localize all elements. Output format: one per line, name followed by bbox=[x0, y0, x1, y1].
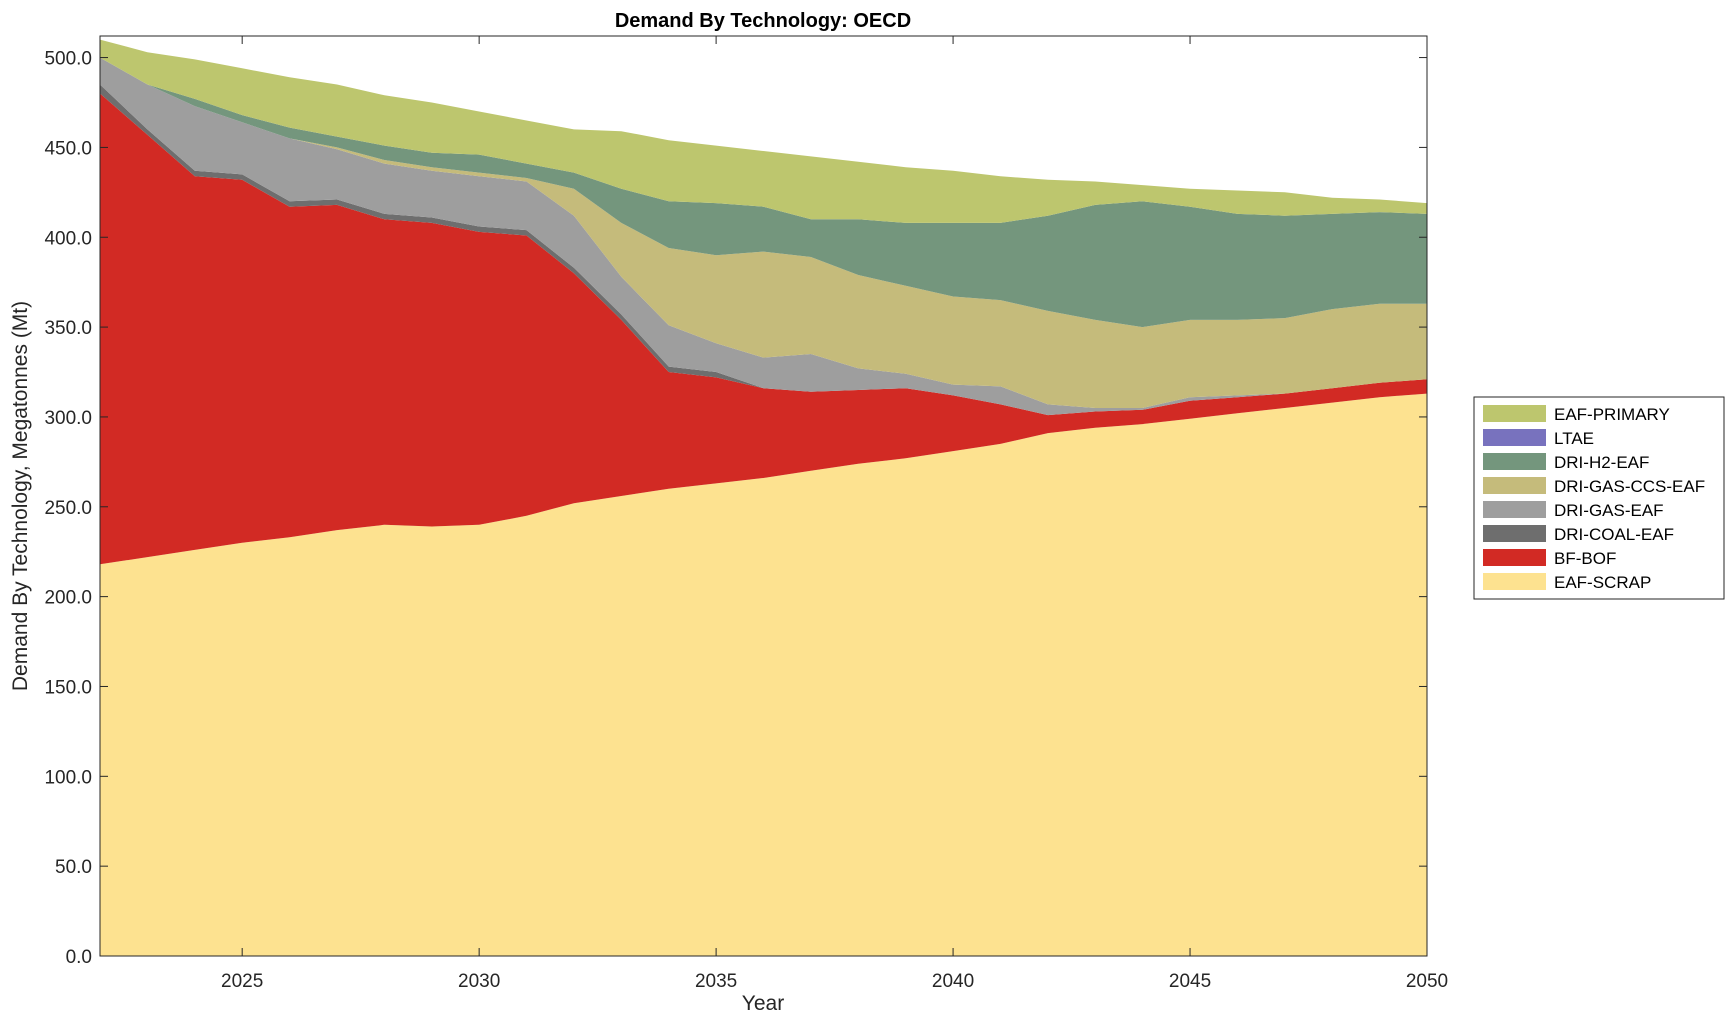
chart-title: Demand By Technology: OECD bbox=[615, 10, 911, 32]
x-tick-label: 2045 bbox=[1169, 971, 1211, 992]
y-tick-label: 300.0 bbox=[44, 408, 92, 429]
y-tick-label: 0.0 bbox=[66, 947, 92, 968]
legend-swatch-ltae bbox=[1483, 429, 1546, 446]
x-tick-label: 2040 bbox=[932, 971, 974, 992]
legend-swatch-eaf-scrap bbox=[1483, 573, 1546, 590]
legend-swatch-dri-h2-eaf bbox=[1483, 453, 1546, 470]
y-tick-label: 350.0 bbox=[44, 318, 92, 339]
area-eaf-scrap bbox=[100, 393, 1427, 957]
y-tick-label: 400.0 bbox=[44, 228, 92, 249]
y-axis-label: Demand By Technology, Megatonnes (Mt) bbox=[9, 301, 32, 691]
legend-label-bf-bof: BF-BOF bbox=[1554, 549, 1616, 568]
legend-swatch-eaf-primary bbox=[1483, 405, 1546, 422]
legend-label-ltae: LTAE bbox=[1554, 429, 1594, 448]
legend-swatch-bf-bof bbox=[1483, 549, 1546, 566]
x-axis-label: Year bbox=[742, 992, 784, 1015]
y-axis: 0.0 50.0 100.0 150.0 200.0 250.0 300.0 350.0 400… bbox=[44, 49, 1427, 968]
legend-swatch-dri-gas-ccs-eaf bbox=[1483, 477, 1546, 494]
plot-frame bbox=[99, 35, 1428, 957]
y-tick-label: 150.0 bbox=[44, 677, 92, 698]
x-tick-label: 2050 bbox=[1406, 971, 1448, 992]
y-tick-label: 200.0 bbox=[44, 588, 92, 609]
area-eaf-primary bbox=[100, 39, 1427, 223]
legend-label-dri-gas-eaf: DRI-GAS-EAF bbox=[1554, 501, 1664, 520]
y-tick-label: 450.0 bbox=[44, 138, 92, 159]
legend-swatch-dri-coal-eaf bbox=[1483, 525, 1546, 542]
legend-box bbox=[1473, 396, 1725, 600]
y-tick-label: 500.0 bbox=[44, 49, 92, 70]
legend-label-eaf-scrap: EAF-SCRAP bbox=[1554, 573, 1651, 592]
y-tick-label: 50.0 bbox=[55, 857, 92, 878]
y-tick-label: 250.0 bbox=[44, 498, 92, 519]
x-axis: 2025 2030 2035 2040 2045 2050 bbox=[221, 36, 1448, 992]
x-tick-label: 2030 bbox=[458, 971, 500, 992]
area-dri-gas-ccs-eaf bbox=[100, 57, 1427, 408]
x-tick-label: 2035 bbox=[695, 971, 737, 992]
legend-label-dri-gas-ccs-eaf: DRI-GAS-CCS-EAF bbox=[1554, 477, 1705, 496]
x-tick-label: 2025 bbox=[221, 971, 263, 992]
area-dri-h2-eaf bbox=[100, 57, 1427, 328]
legend-label-dri-h2-eaf: DRI-H2-EAF bbox=[1554, 453, 1649, 472]
legend: EAF-PRIMARY LTAE DRI-H2-EAF DRI-GAS-CCS-EAF… bbox=[1473, 396, 1725, 600]
legend-swatch-dri-gas-eaf bbox=[1483, 501, 1546, 518]
area-bf-bof bbox=[100, 93, 1427, 565]
area-layers bbox=[100, 39, 1427, 957]
legend-label-dri-coal-eaf: DRI-COAL-EAF bbox=[1554, 525, 1674, 544]
legend-label-eaf-primary: EAF-PRIMARY bbox=[1554, 405, 1670, 424]
y-tick-label: 100.0 bbox=[44, 767, 92, 788]
